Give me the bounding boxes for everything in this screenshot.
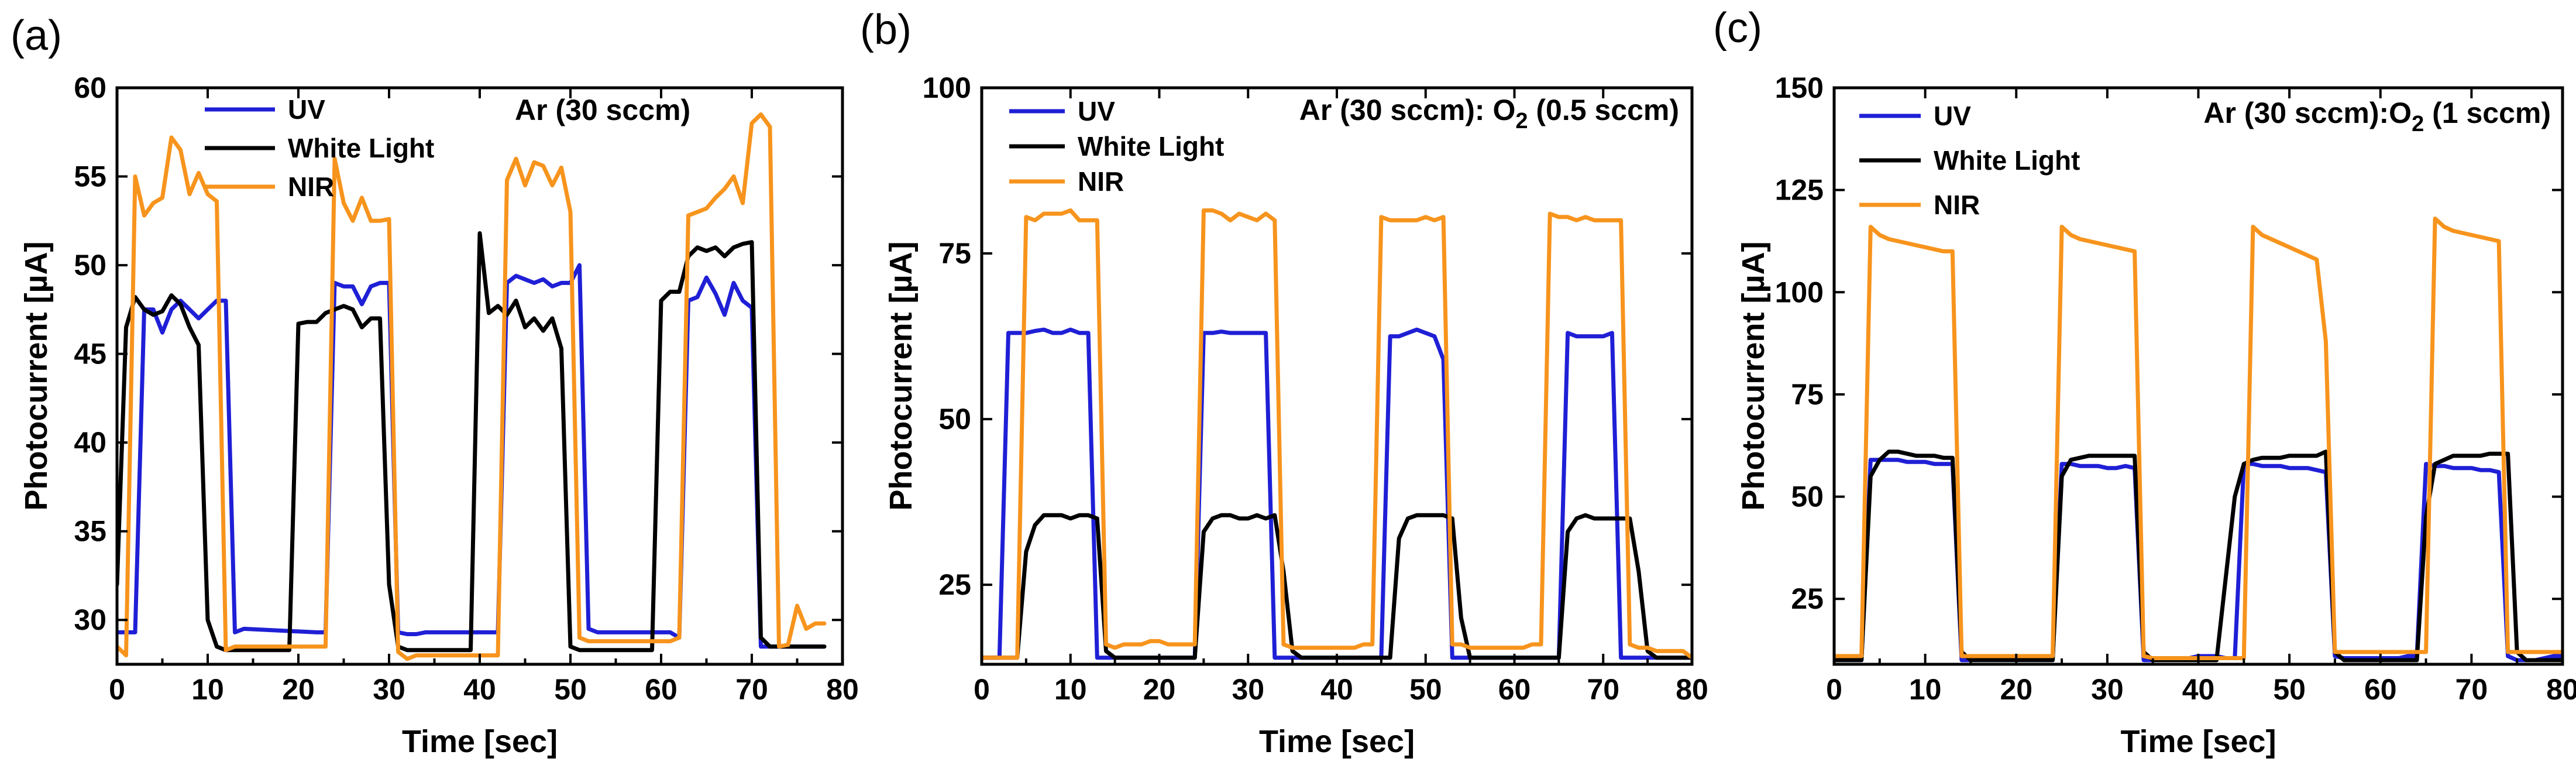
x-tick-label: 10 (1909, 673, 1942, 706)
condition-label: Ar (30 sccm): O2 (0.5 sccm) (1299, 94, 1679, 133)
series-line-uv (1834, 458, 2563, 663)
chart-panel: (a) 0 10 20 30 40 50 60 70 80 30 35 40 45 50 55 60 Time [… (11, 12, 859, 759)
y-axis-title: Photocurrent [µA] (19, 241, 54, 510)
series-line-nir (1834, 217, 2563, 660)
x-tick-label: 70 (2455, 673, 2488, 706)
legend-label: White Light (1934, 145, 2080, 176)
x-tick-label: 30 (1232, 673, 1264, 706)
x-tick-label: 40 (463, 673, 496, 706)
condition-rest: (0.5 sccm) (1528, 94, 1679, 126)
legend-label: NIR (1078, 166, 1124, 197)
series-line-nir (982, 208, 1692, 660)
x-tick-label: 20 (282, 673, 315, 706)
x-axis-title: Time [sec] (1259, 724, 1415, 759)
y-tick-label: 55 (74, 160, 106, 193)
panel-label: (a) (11, 12, 62, 59)
x-tick-label: 0 (974, 673, 990, 706)
y-tick-label: 25 (938, 568, 971, 601)
y-tick-label: 50 (938, 403, 971, 435)
legend-label: UV (288, 94, 325, 125)
x-tick-label: 60 (2364, 673, 2397, 706)
x-tick-label: 20 (2000, 673, 2032, 706)
y-tick-label: 50 (74, 249, 106, 282)
x-tick-label: 50 (1409, 673, 1442, 706)
x-tick-label: 50 (2273, 673, 2306, 706)
y-tick-label: 150 (1775, 71, 1824, 104)
legend: UV White Light NIR (1009, 96, 1224, 197)
chart-panel: (c) 0 10 20 30 40 50 60 70 80 25 50 75 100 125 150 Time … (1713, 5, 2576, 759)
y-tick-label: 75 (1791, 378, 1824, 411)
y-tick-label: 35 (74, 515, 106, 548)
x-tick-label: 70 (1587, 673, 1619, 706)
condition-subscript: 2 (2412, 112, 2424, 136)
panel-label: (b) (860, 6, 912, 53)
series-group (117, 112, 827, 661)
series-line-white-light (1834, 449, 2563, 663)
x-tick-label: 60 (1498, 673, 1531, 706)
legend: UV White Light NIR (205, 94, 434, 202)
y-tick-label: 100 (1775, 276, 1824, 308)
y-tick-label: 50 (1791, 481, 1824, 513)
legend: UV White Light NIR (1859, 101, 2080, 220)
x-tick-label: 80 (2546, 673, 2576, 706)
x-tick-label: 70 (735, 673, 768, 706)
chart-panel: (b) 0 10 20 30 40 50 60 70 80 25 50 75 100 Time [sec] P… (860, 6, 1708, 759)
x-tick-label: 40 (2182, 673, 2215, 706)
panel-label: (c) (1713, 5, 1762, 52)
x-tick-label: 40 (1320, 673, 1353, 706)
series-line-white-light (117, 231, 827, 653)
y-tick-label: 40 (74, 426, 106, 459)
y-axis-title: Photocurrent [µA] (1736, 241, 1771, 510)
x-tick-label: 10 (1054, 673, 1087, 706)
y-tick-label: 60 (74, 71, 106, 104)
x-tick-label: 50 (554, 673, 587, 706)
series-line-white-light (982, 513, 1692, 660)
x-tick-label: 20 (1143, 673, 1176, 706)
y-tick-label: 125 (1775, 174, 1824, 207)
x-tick-label: 30 (2091, 673, 2124, 706)
condition-label: Ar (30 sccm):O2 (1 sccm) (2203, 97, 2551, 136)
y-tick-label: 25 (1791, 582, 1824, 615)
x-tick-label: 30 (373, 673, 405, 706)
x-tick-label: 0 (1826, 673, 1842, 706)
series-line-uv (117, 263, 827, 649)
condition-main: Ar (30 sccm) (515, 94, 690, 126)
x-tick-label: 60 (645, 673, 677, 706)
legend-label: UV (1078, 96, 1115, 126)
condition-main: Ar (30 sccm):O (2203, 97, 2412, 129)
condition-subscript: 2 (1515, 109, 1528, 133)
y-tick-label: 45 (74, 338, 106, 370)
condition-main: Ar (30 sccm): O (1299, 94, 1516, 126)
y-tick-label: 75 (938, 237, 971, 270)
x-tick-label: 80 (826, 673, 859, 706)
condition-rest: (1 sccm) (2424, 97, 2551, 129)
x-tick-label: 0 (109, 673, 125, 706)
condition-label: Ar (30 sccm) (515, 94, 690, 126)
x-tick-label: 80 (1676, 673, 1708, 706)
series-line-nir (117, 112, 827, 661)
y-axis-title: Photocurrent [µA] (883, 241, 919, 510)
legend-label: White Light (288, 133, 434, 163)
series-line-uv (982, 327, 1692, 660)
y-tick-label: 30 (74, 603, 106, 636)
legend-label: UV (1934, 101, 1971, 131)
x-axis-title: Time [sec] (402, 724, 558, 759)
legend-label: NIR (288, 171, 334, 202)
series-group (1834, 217, 2563, 663)
y-tick-label: 100 (923, 71, 971, 104)
x-axis-title: Time [sec] (2120, 724, 2276, 759)
legend-label: NIR (1934, 190, 1980, 220)
x-tick-label: 10 (191, 673, 224, 706)
series-group (982, 208, 1692, 660)
legend-label: White Light (1078, 131, 1224, 162)
